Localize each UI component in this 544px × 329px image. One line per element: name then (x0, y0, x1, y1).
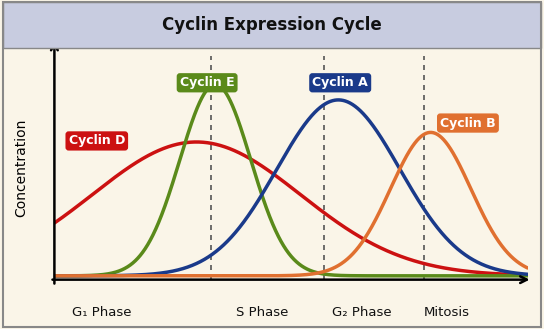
Text: Cyclin B: Cyclin B (440, 116, 496, 130)
Text: Mitosis: Mitosis (424, 307, 470, 319)
Text: Cyclin A: Cyclin A (312, 76, 368, 89)
Text: G₂ Phase: G₂ Phase (332, 307, 392, 319)
Text: Cyclin Expression Cycle: Cyclin Expression Cycle (162, 16, 382, 34)
Text: G₁ Phase: G₁ Phase (72, 307, 132, 319)
Text: S Phase: S Phase (237, 307, 289, 319)
Text: Concentration: Concentration (14, 118, 28, 217)
Text: Cyclin E: Cyclin E (180, 76, 234, 89)
Text: Cyclin D: Cyclin D (69, 135, 125, 147)
